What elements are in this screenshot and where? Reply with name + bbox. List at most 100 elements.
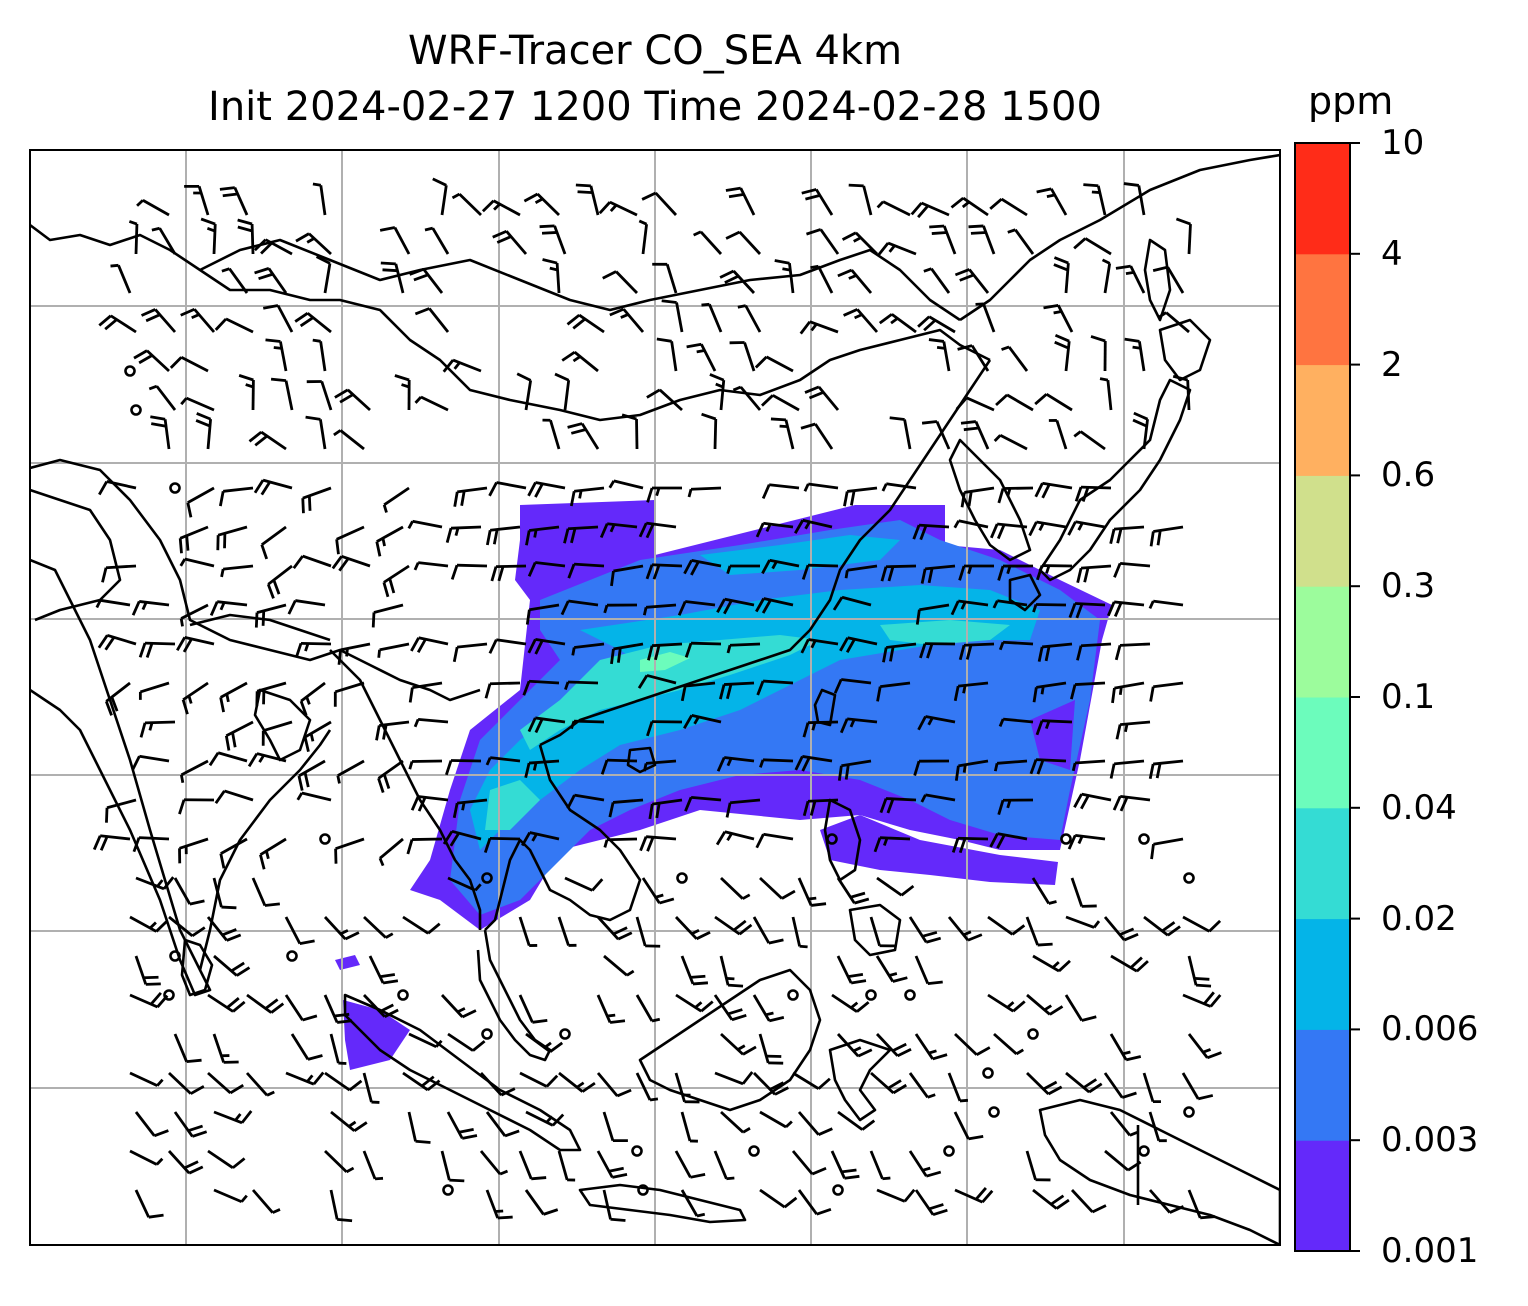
wind-barb [539,224,567,255]
wind-barb [337,642,371,665]
title-line-1: WRF-Tracer CO_SEA 4km [407,28,903,74]
wind-barb [134,955,161,986]
wind-barb [569,486,605,507]
wind-barb [1065,1071,1103,1094]
wind-barb [1067,520,1106,536]
wind-barb [1070,1189,1107,1214]
wind-barb [913,759,950,776]
wind-barb [1123,182,1146,216]
wind-barb [557,916,577,947]
wind-barb [797,1111,833,1137]
wind-barb [989,832,1028,849]
wind-barb [1070,877,1097,908]
colorbar-tick-label: 10 [1381,123,1425,163]
colorbar-tick-label: 0.04 [1381,787,1457,828]
wind-barb [869,916,895,948]
coast-sakhalin [1143,238,1172,322]
wind-barb [559,1028,571,1040]
border-china-north [30,223,991,422]
wind-barb [151,226,177,255]
wind-barb [725,186,756,216]
wind-barb [755,597,794,614]
wind-barb [1043,303,1074,333]
wind-barb [680,1189,706,1218]
wind-barb [1067,833,1106,850]
wind-barb [522,679,560,696]
wind-barb [290,1033,323,1061]
colorbar-swatch-3 [1295,807,1350,920]
wind-barb [485,1111,520,1138]
wind-barb [920,564,956,584]
wind-barb [408,681,443,703]
colorbar-ticks [1350,142,1360,1252]
wind-barb [683,558,722,576]
wind-barb [837,268,873,294]
wind-barb [1032,681,1067,703]
colorbar-tick-label: 0.006 [1381,1009,1479,1050]
wind-barb [375,720,410,741]
wind-barb [219,837,248,869]
wind-barb [333,681,365,707]
wind-barb [1025,916,1053,947]
wind-barb [674,1072,700,1104]
wind-barb [254,603,287,628]
wind-barb [720,876,751,900]
wind-barb [1068,602,1106,619]
wind-barb [176,635,215,653]
wind-barb [98,480,137,496]
wind-barb [953,519,989,529]
wind-barb [1112,794,1151,812]
wind-barb [716,597,755,615]
wind-barb [410,636,449,654]
wind-barb [575,183,600,216]
wind-barb [519,1071,559,1088]
wind-barb [610,642,644,665]
wind-barb [844,564,878,579]
wind-barb [481,1028,493,1040]
wind-barb [687,486,722,498]
wind-barb [1028,520,1067,537]
wind-barb [479,1150,509,1176]
wind-barb [451,192,482,217]
wind-barb [968,224,996,255]
border-pakistan [30,488,122,622]
wind-barb [756,679,794,696]
wind-barb [148,384,177,411]
wind-barb [527,481,566,498]
wind-barb [490,564,527,582]
wind-barb [797,877,827,907]
wind-barb [101,564,137,583]
wind-barb [407,1111,431,1144]
wind-barb [600,758,638,775]
wind-barb [602,1189,626,1222]
wind-barb [521,831,560,847]
wind-barb [1032,603,1067,613]
wind-barb [173,1033,202,1064]
wind-barb [770,417,795,450]
wind-barb [1076,564,1112,584]
wind-barb [1103,916,1139,942]
coast-philippines-luzon [823,798,862,882]
coast-philippines-mindanao [848,903,902,957]
wind-barb [292,554,332,569]
wind-barb [889,416,912,450]
wind-barb [214,789,254,805]
wind-barb [836,877,870,905]
wind-barb [296,791,332,802]
wind-barb [206,916,242,942]
wind-barb [635,916,661,948]
wind-barb [452,642,488,663]
wind-barb [1076,642,1112,661]
wind-barb [180,307,216,333]
wind-barb [306,380,333,411]
wind-barb [787,989,799,1001]
wind-barb [270,377,294,411]
wind-barb [138,641,176,658]
wind-barb [1152,265,1185,294]
border-mongolia [199,238,961,322]
wind-barb [848,183,873,216]
wind-barb [219,186,249,216]
wind-barb [200,217,217,255]
wind-barb [680,955,709,986]
wind-barb [1034,481,1073,499]
